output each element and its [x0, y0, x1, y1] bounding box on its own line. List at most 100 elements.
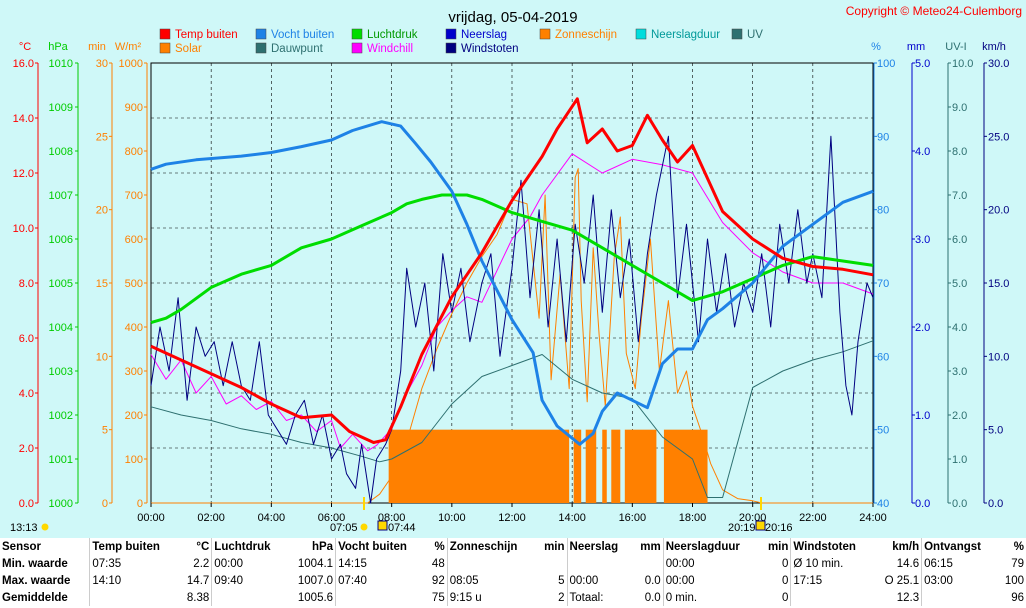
legend-label: Dauwpunt: [271, 43, 324, 55]
x-tick-label: 12:00: [498, 512, 526, 524]
axis-tick-humidity: 80: [877, 205, 889, 217]
summary-header: Zonneschijn: [446, 538, 537, 555]
legend-swatch: [731, 28, 743, 40]
summary-value: 0: [782, 574, 789, 587]
sun-icon: [41, 523, 49, 531]
legend-label: Luchtdruk: [367, 29, 418, 41]
summary-time: [921, 589, 998, 606]
summary-time: 00:00: [662, 555, 761, 572]
x-tick-label: 16:00: [619, 512, 647, 524]
summary-time: 00:00: [566, 572, 633, 589]
axis-tick-sunmin: 15: [96, 278, 108, 290]
axis-tick-uv: 8.0: [952, 146, 967, 158]
summary-value: 12.3: [896, 591, 920, 604]
axis-tick-temp: 14.0: [13, 113, 34, 125]
summary-header: Neerslagduur: [662, 538, 761, 555]
current-time: 13:13: [10, 522, 38, 534]
summary-header-row: Sensor Temp buiten °C Luchtdruk hPa Vocht bui…: [0, 538, 1026, 555]
x-tick-label: 24:00: [859, 512, 887, 524]
sunrise-icon: [360, 523, 368, 531]
summary-value: 0: [782, 557, 789, 570]
summary-time: [790, 589, 874, 606]
legend-swatch: [159, 28, 171, 40]
axis-tick-rain: 4.0: [915, 146, 930, 158]
summary-value: 14.7: [186, 574, 210, 587]
axis-tick-temp: 2.0: [19, 443, 34, 455]
series-luchtdruk: [150, 193, 874, 325]
summary-time: [335, 589, 426, 606]
axis-tick-solar: 200: [125, 410, 143, 422]
axis-tick-temp: 4.0: [19, 388, 34, 400]
summary-header-unit: %: [1013, 540, 1024, 553]
summary-time: 09:40: [211, 572, 287, 589]
summary-value: 79: [1011, 557, 1024, 570]
summary-value: [536, 555, 567, 572]
axis-unit-pressure: hPa: [48, 41, 68, 53]
summary-value: [632, 555, 663, 572]
axis-tick-solar: 400: [125, 322, 143, 334]
copyright: Copyright © Meteo24-Culemborg: [845, 4, 1022, 18]
x-tick-label: 18:00: [679, 512, 707, 524]
axis-unit-solar: W/m²: [115, 41, 142, 53]
series-solar: [151, 168, 873, 504]
axis-tick-solar: 800: [125, 146, 143, 158]
axis-tick-sunmin: 0: [102, 498, 108, 510]
x-tick-label: 14:00: [558, 512, 586, 524]
axis-tick-pressure: 1009: [49, 102, 73, 114]
axis-unit-wind: km/h: [982, 41, 1006, 53]
summary-header: Sensor: [2, 540, 41, 553]
summary-time: [566, 555, 633, 572]
axis-tick-pressure: 1005: [49, 278, 73, 290]
axis-tick-temp: 0.0: [19, 498, 34, 510]
summary-time: Ø 10 min.: [790, 555, 874, 572]
axis-tick-rain: 2.0: [915, 322, 930, 334]
axis-tick-pressure: 1003: [49, 366, 73, 378]
chart-title: vrijdag, 05-04-2019: [448, 9, 577, 26]
summary-value: 2.2: [193, 557, 210, 570]
axis-tick-temp: 16.0: [13, 58, 34, 70]
summary-time: 00:00: [211, 555, 287, 572]
legend-swatch: [351, 42, 363, 54]
summary-header-unit: min: [544, 540, 565, 553]
summary-row: Max. waarde 14:10 14.7 09:40 1007.0 07:40 92 08…: [0, 572, 1026, 589]
axis-tick-uv: 1.0: [952, 454, 967, 466]
summary-time: 14:10: [89, 572, 179, 589]
axis-tick-humidity: 90: [877, 131, 889, 143]
x-tick-label: 00:00: [137, 512, 165, 524]
axis-unit-rain: mm: [907, 41, 925, 53]
summary-row-label: Min. waarde: [2, 557, 68, 570]
summary-row-label: Gemiddelde: [2, 591, 68, 604]
summary-time: Totaal:: [566, 589, 633, 606]
summary-header-unit: hPa: [311, 540, 334, 553]
summary-value: 75: [431, 591, 445, 604]
legend: Temp buiten Vocht buiten Luchtdruk Neerslag…: [159, 28, 763, 55]
weather-chart: 00:00 02:00 04:00 06:00 08:00 10:00 12:00 14:00…: [10, 9, 1009, 534]
legend-swatch: [445, 28, 457, 40]
sunshine-bars: [388, 429, 708, 503]
summary-header-unit: min: [767, 540, 789, 553]
axis-tick-wind: 25.0: [988, 131, 1009, 143]
sun-times: 13:13 07:05 07:44 20:19 20:16: [10, 497, 793, 534]
legend-label: Neerslagduur: [651, 29, 720, 41]
legend-swatch: [539, 28, 551, 40]
axis-tick-sunmin: 5: [102, 425, 108, 437]
summary-time: 07:40: [335, 572, 426, 589]
summary-value: 0: [782, 591, 789, 604]
summary-value: 100: [1004, 574, 1024, 587]
axis-tick-uv: 4.0: [952, 322, 967, 334]
summary-value: O 25.1: [884, 574, 920, 587]
axis-tick-pressure: 1002: [49, 410, 73, 422]
axis-unit-sunmin: min: [88, 41, 106, 53]
sunshine-bar: [585, 429, 597, 503]
axis-tick-uv: 3.0: [952, 366, 967, 378]
legend-label: Windchill: [367, 43, 413, 55]
summary-header-unit: km/h: [892, 540, 920, 553]
axis-tick-temp: 12.0: [13, 168, 34, 180]
x-tick-label: 10:00: [438, 512, 466, 524]
x-tick-label: 02:00: [197, 512, 225, 524]
axis-tick-temp: 8.0: [19, 278, 34, 290]
sunrise-time: 07:05: [330, 522, 358, 534]
summary-value: 96: [1011, 591, 1024, 604]
summary-header: Luchtdruk: [211, 538, 287, 555]
legend-label: Neerslag: [461, 29, 507, 41]
